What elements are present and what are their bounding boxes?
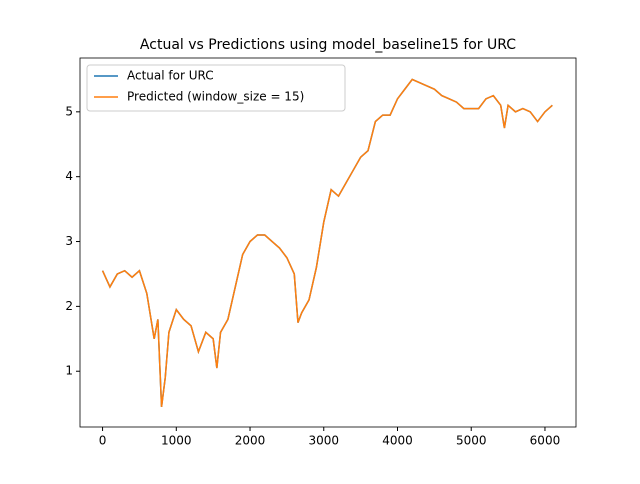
x-tick-label: 2000 bbox=[235, 434, 266, 448]
legend: Actual for URC Predicted (window_size = 1… bbox=[86, 64, 346, 112]
x-tick-label: 6000 bbox=[530, 434, 561, 448]
series-line bbox=[101, 78, 553, 407]
series-line bbox=[101, 78, 553, 407]
y-tick-label: 4 bbox=[65, 169, 73, 183]
y-tick-label: 1 bbox=[65, 364, 73, 378]
chart-title: Actual vs Predictions using model_baseli… bbox=[140, 37, 516, 53]
y-tick-label: 5 bbox=[65, 104, 73, 118]
x-tick-label: 3000 bbox=[308, 434, 339, 448]
x-tick-label: 1000 bbox=[161, 434, 192, 448]
legend-label: Predicted (window_size = 15) bbox=[127, 90, 304, 104]
x-tick-label: 4000 bbox=[382, 434, 413, 448]
legend-box bbox=[86, 64, 346, 112]
plot-frame bbox=[79, 57, 577, 428]
x-tick-label: 0 bbox=[99, 434, 107, 448]
x-tick-label: 5000 bbox=[456, 434, 487, 448]
legend-label: Actual for URC bbox=[127, 69, 214, 83]
y-tick-label: 3 bbox=[65, 234, 73, 248]
y-tick-label: 2 bbox=[65, 299, 73, 313]
